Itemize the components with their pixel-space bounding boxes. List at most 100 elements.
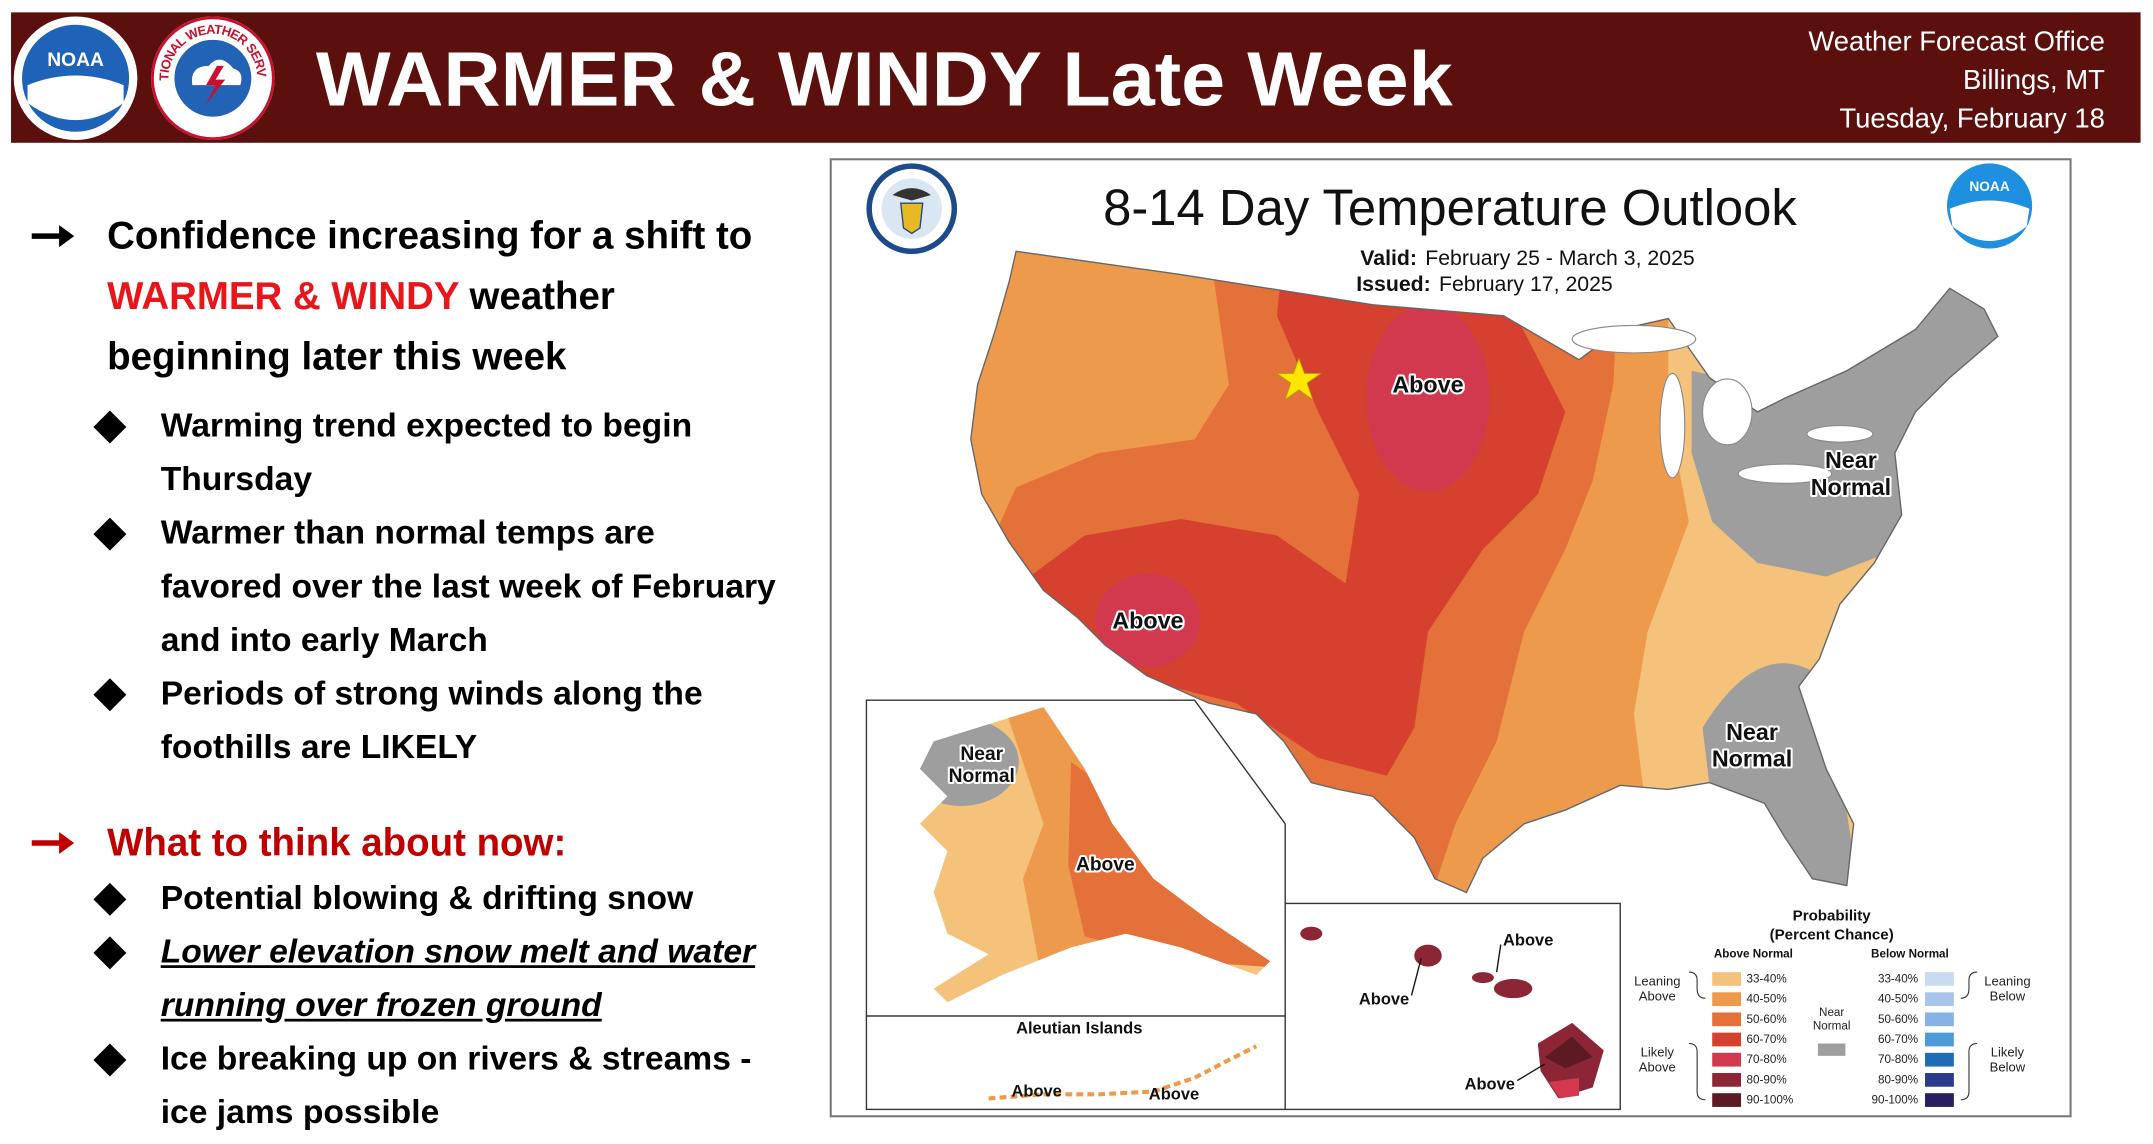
label-line: Normal xyxy=(1813,1019,1851,1032)
billings-star xyxy=(1275,357,1323,401)
region-label: Near Normal xyxy=(1811,447,1891,500)
label-line: Likely xyxy=(1641,1044,1675,1059)
bullet-text: Periods of strong winds along the foothi… xyxy=(160,675,703,767)
diamond-icon xyxy=(93,678,127,712)
lake xyxy=(1659,372,1686,479)
aleutian-inset xyxy=(865,1015,1286,1111)
legend-header: Below Normal xyxy=(1871,948,1949,961)
leader-line xyxy=(1410,958,1422,996)
legend-range: 80-90% xyxy=(1878,1073,1918,1086)
legend-range: 33-40% xyxy=(1747,972,1787,985)
legend-group: Likely Below xyxy=(1990,1044,2026,1074)
heading-text: What to think about now: xyxy=(107,821,567,864)
region-label: Near Normal xyxy=(1712,719,1792,772)
label-line: Normal xyxy=(1712,746,1792,772)
bullet-text: Warmer than normal temps are favored ove… xyxy=(160,514,776,660)
island xyxy=(1471,972,1494,984)
sub-bullet: Ice breaking up on rivers & streams - ic… xyxy=(21,1033,786,1140)
island xyxy=(1300,926,1323,941)
label-line: Leaning xyxy=(1984,973,2030,988)
region-label: Above xyxy=(1012,1083,1062,1101)
diamond-icon xyxy=(93,882,127,916)
arrow-icon xyxy=(31,225,75,248)
diamond-icon xyxy=(93,517,127,551)
label-line: Above xyxy=(1639,1059,1676,1074)
legend-group: Likely Above xyxy=(1639,1044,1676,1074)
legend-swatch xyxy=(1817,1043,1846,1056)
region-label: Above xyxy=(1076,855,1135,876)
legend-swatch xyxy=(1925,972,1954,986)
noaa-map-logo: NOAA xyxy=(1946,163,2033,249)
sub-bullet: Periods of strong winds along the foothi… xyxy=(21,667,786,774)
valid-dates: February 25 - March 3, 2025 xyxy=(1425,246,1695,270)
legend-range: 50-60% xyxy=(1747,1013,1787,1026)
legend-swatch xyxy=(1712,1093,1742,1107)
hawaii-inset xyxy=(1284,902,1621,1111)
legend-range: 40-50% xyxy=(1747,993,1787,1006)
sub-bullet: Warmer than normal temps are favored ove… xyxy=(21,507,786,668)
legend-swatch xyxy=(1712,1073,1742,1087)
main-highlight: WARMER & WINDY xyxy=(107,274,459,318)
us-outline xyxy=(970,250,1999,894)
region-label: Above xyxy=(1503,932,1553,950)
legend-range: 90-100% xyxy=(1747,1094,1794,1107)
region-label: Above xyxy=(1149,1085,1199,1103)
legend-braces xyxy=(1688,971,1978,1101)
legend-group: Near Normal xyxy=(1813,1005,1851,1031)
main-block: Confidence increasing for a shift to WAR… xyxy=(21,206,817,387)
legend-swatch xyxy=(1925,992,1954,1007)
main-bullet: Confidence increasing for a shift to WAR… xyxy=(21,206,794,387)
aleutian-islands xyxy=(988,1044,1258,1101)
legend-range: 70-80% xyxy=(1878,1053,1918,1066)
main-text: weather beginning later this week xyxy=(107,274,615,378)
bullet-area: Confidence increasing for a shift to WAR… xyxy=(21,206,817,1140)
logo-text: NOAA xyxy=(47,50,104,71)
legend-swatch xyxy=(1925,1012,1954,1027)
logo-gull xyxy=(27,75,124,121)
legend-swatch xyxy=(1925,1093,1954,1107)
sub-bullet: Lower elevation snow melt and water runn… xyxy=(21,925,786,1032)
diamond-icon xyxy=(93,410,127,444)
logo-text: NOAA xyxy=(1969,179,2009,194)
island xyxy=(1414,944,1442,967)
label-line: Near xyxy=(1726,719,1778,745)
label-line: Below xyxy=(1990,1059,2026,1074)
label-line: Leaning xyxy=(1634,973,1680,988)
label-line: Normal xyxy=(949,765,1015,786)
office-name: Weather Forecast Office xyxy=(1808,26,2105,57)
noaa-logo: NOAA xyxy=(13,16,138,141)
lake xyxy=(1737,463,1833,484)
region-label: Above xyxy=(1112,608,1183,634)
legend-title: Probability xyxy=(1793,907,1872,924)
now-heading: What to think about now: xyxy=(21,813,794,873)
legend-swatch xyxy=(1925,1052,1954,1067)
now-block: What to think about now: xyxy=(21,813,817,873)
main-text: Confidence increasing for a shift to xyxy=(107,214,753,257)
great-lakes xyxy=(1571,324,1874,484)
us-map xyxy=(970,251,1998,893)
bullet-text: Ice breaking up on rivers & streams - ic… xyxy=(160,1040,752,1132)
region-label: Near Normal xyxy=(949,743,1015,786)
logo-gull xyxy=(1949,200,2030,241)
diamond-icon xyxy=(93,1043,127,1077)
legend-range: 40-50% xyxy=(1878,993,1918,1006)
inset-title: Aleutian Islands xyxy=(1016,1019,1142,1037)
slide-title: WARMER & WINDY Late Week xyxy=(316,37,1453,123)
label-line: Near xyxy=(960,743,1003,764)
region-70-80 xyxy=(1366,304,1490,492)
logo-border xyxy=(151,16,275,141)
arrow-icon xyxy=(31,832,75,855)
legend-group: Leaning Below xyxy=(1984,973,2030,1003)
sub-bullet: Warming trend expected to begin Thursday xyxy=(21,400,786,507)
region-near-normal xyxy=(1691,267,1998,577)
legend-swatch xyxy=(1712,1032,1742,1047)
legend-range: 70-80% xyxy=(1747,1053,1787,1066)
legend-swatch xyxy=(1712,1012,1742,1027)
lake xyxy=(1806,425,1874,443)
sub-bullet: Potential blowing & drifting snow xyxy=(21,872,786,926)
lake xyxy=(1702,378,1753,446)
leader-lines xyxy=(1410,944,1546,1082)
label-line: Normal xyxy=(1811,474,1891,500)
map-title: 8-14 Day Temperature Outlook xyxy=(1103,179,1797,236)
region-label: Above xyxy=(1465,1076,1515,1094)
